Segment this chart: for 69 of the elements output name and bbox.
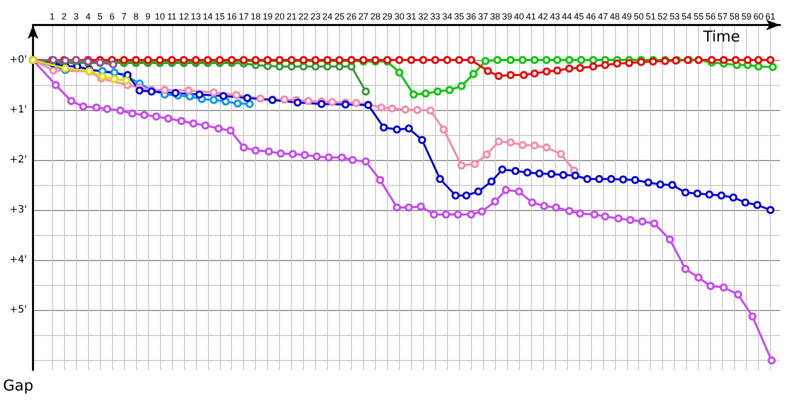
x-tick-label: 21 [286, 12, 297, 22]
x-tick-label: 27 [358, 12, 368, 22]
x-tick-label: 34 [442, 12, 452, 22]
x-tick-label: 58 [730, 12, 740, 22]
x-tick-label: 23 [310, 12, 321, 22]
x-axis-title: Time [702, 28, 740, 46]
x-tick-label: 8 [133, 12, 138, 22]
y-tick-label: +4' [10, 254, 27, 266]
x-tick-label: 50 [634, 12, 644, 22]
x-tick-label: 25 [334, 12, 344, 22]
x-tick-label: 45 [574, 12, 584, 22]
x-tick-label: 26 [346, 12, 356, 22]
x-tick-label: 29 [382, 12, 392, 22]
x-tick-label: 41 [526, 12, 536, 22]
x-tick-label: 17 [238, 12, 249, 22]
y-axis-title: Gap [3, 376, 34, 394]
x-tick-label: 51 [646, 12, 656, 22]
x-tick-label: 36 [466, 12, 476, 22]
x-tick-label: 47 [598, 12, 608, 22]
y-tick-label: +2' [10, 154, 27, 166]
x-tick-label: 16 [226, 12, 237, 22]
x-tick-label: 18 [250, 12, 261, 22]
x-tick-label: 37 [478, 12, 488, 22]
x-tick-label: 55 [694, 12, 704, 22]
y-tick-label: +1' [10, 104, 27, 116]
x-tick-label: 61 [765, 12, 776, 22]
x-tick-label: 48 [610, 12, 620, 22]
x-tick-label: 20 [274, 12, 285, 22]
x-tick-label: 1 [50, 12, 55, 22]
x-tick-label: 46 [586, 12, 596, 22]
x-tick-label: 39 [502, 12, 512, 22]
x-tick-label: 4 [86, 12, 91, 22]
x-tick-label: 57 [718, 12, 728, 22]
y-tick-label: +5' [10, 304, 27, 316]
x-tick-label: 60 [753, 12, 764, 22]
x-tick-label: 52 [658, 12, 668, 22]
x-tick-label: 35 [454, 12, 464, 22]
x-tick-label: 30 [394, 12, 404, 22]
x-tick-label: 5 [98, 12, 103, 22]
x-tick-label: 24 [322, 12, 332, 22]
x-tick-label: 54 [682, 12, 692, 22]
x-tick-label: 12 [178, 12, 189, 22]
x-tick-label: 42 [538, 12, 548, 22]
x-tick-label: 6 [110, 12, 115, 22]
x-tick-label: 9 [145, 12, 150, 22]
x-tick-label: 56 [706, 12, 716, 22]
x-tick-label: 59 [741, 12, 752, 22]
y-tick-label: +0' [10, 54, 27, 66]
x-tick-label: 40 [514, 12, 524, 22]
x-tick-label: 53 [670, 12, 680, 22]
x-tick-label: 49 [622, 12, 632, 22]
x-tick-label: 7 [121, 12, 126, 22]
x-tick-label: 31 [406, 12, 416, 22]
x-tick-label: 22 [298, 12, 309, 22]
x-tick-label: 13 [190, 12, 201, 22]
y-tick-label: +3' [10, 204, 27, 216]
x-tick-label: 15 [214, 12, 225, 22]
x-tick-label: 11 [167, 12, 177, 22]
x-tick-label: 3 [74, 12, 79, 22]
x-tick-label: 43 [550, 12, 560, 22]
x-tick-label: 10 [154, 12, 165, 22]
x-tick-label: 14 [202, 12, 213, 22]
x-tick-label: 44 [562, 12, 572, 22]
x-tick-label: 2 [62, 12, 67, 22]
x-tick-label: 33 [430, 12, 440, 22]
x-tick-label: 32 [418, 12, 428, 22]
x-tick-label: 38 [490, 12, 500, 22]
x-tick-label: 28 [370, 12, 380, 22]
x-tick-label: 19 [262, 12, 273, 22]
